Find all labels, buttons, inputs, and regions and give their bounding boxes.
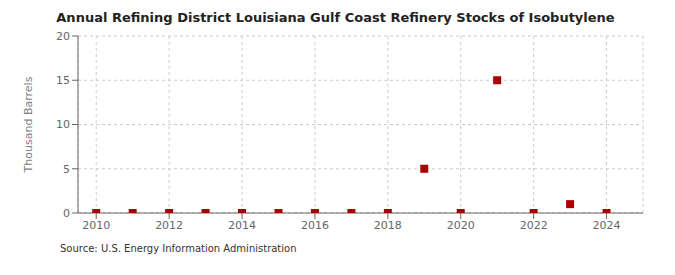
svg-text:2022: 2022 <box>520 219 548 232</box>
svg-text:5: 5 <box>63 163 70 176</box>
svg-text:2016: 2016 <box>301 219 329 232</box>
html-text:Annual Refining District Louis: Annual Refining District Louisiana Gulf … <box>56 10 615 25</box>
svg-text:2024: 2024 <box>593 219 621 232</box>
svg-text:Thousand Barrels: Thousand Barrels <box>22 76 35 173</box>
svg-text:15: 15 <box>56 74 70 87</box>
svg-text:2018: 2018 <box>374 219 402 232</box>
svg-text:2014: 2014 <box>228 219 256 232</box>
svg-text:2020: 2020 <box>447 219 475 232</box>
svg-text:2012: 2012 <box>155 219 183 232</box>
svg-text:20: 20 <box>56 30 70 43</box>
svg-text:0: 0 <box>63 207 70 220</box>
svg-text:2010: 2010 <box>82 219 110 232</box>
html-text:Source: U.S. Energy Informatio: Source: U.S. Energy Information Administ… <box>60 243 297 254</box>
svg-text:10: 10 <box>56 118 70 131</box>
